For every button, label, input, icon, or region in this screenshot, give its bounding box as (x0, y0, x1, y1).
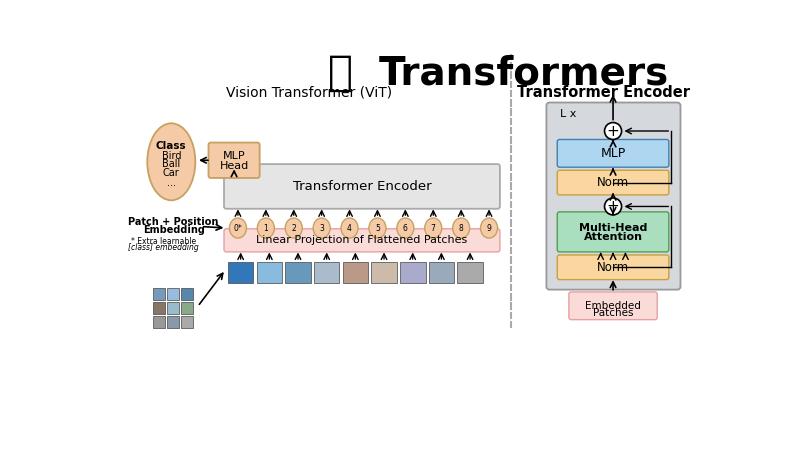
Bar (286, 262, 310, 284)
Text: Car: Car (163, 167, 180, 178)
Circle shape (605, 198, 622, 215)
Text: Embedding: Embedding (142, 225, 205, 235)
Text: [class] embedding: [class] embedding (128, 243, 199, 252)
Ellipse shape (425, 218, 442, 238)
Text: Embedded: Embedded (585, 301, 641, 311)
Text: 0*: 0* (234, 224, 242, 233)
Text: Transformers: Transformers (379, 54, 670, 92)
Ellipse shape (258, 218, 274, 238)
Text: L x: L x (559, 109, 576, 119)
Text: ...: ... (167, 178, 176, 188)
Ellipse shape (286, 218, 302, 238)
Bar (257, 262, 282, 284)
Circle shape (605, 122, 622, 140)
Bar (429, 262, 454, 284)
Text: Vision Transformer (ViT): Vision Transformer (ViT) (226, 86, 392, 99)
Bar (166, 302, 179, 314)
Ellipse shape (397, 218, 414, 238)
Text: Class: Class (156, 141, 186, 151)
Ellipse shape (230, 218, 246, 238)
Text: 2: 2 (291, 224, 296, 233)
Bar (314, 262, 339, 284)
Text: Attention: Attention (583, 232, 642, 242)
Ellipse shape (369, 218, 386, 238)
Text: Norm: Norm (597, 261, 629, 274)
Text: Linear Projection of Flattened Patches: Linear Projection of Flattened Patches (256, 235, 467, 245)
FancyBboxPatch shape (558, 140, 669, 167)
Text: Multi-Head: Multi-Head (579, 223, 647, 233)
FancyBboxPatch shape (209, 143, 260, 178)
Text: 1: 1 (263, 224, 268, 233)
FancyBboxPatch shape (558, 212, 669, 252)
Text: 9: 9 (486, 224, 491, 233)
Bar (153, 316, 165, 328)
Text: MLP: MLP (601, 147, 626, 160)
Ellipse shape (481, 218, 498, 238)
FancyBboxPatch shape (569, 292, 658, 320)
Bar (342, 262, 368, 284)
FancyBboxPatch shape (546, 103, 681, 290)
Text: 6: 6 (403, 224, 408, 233)
Text: Bird: Bird (162, 151, 181, 161)
Text: MLP: MLP (222, 151, 246, 162)
Text: Patches: Patches (593, 309, 634, 319)
Bar (181, 302, 193, 314)
FancyBboxPatch shape (224, 229, 500, 252)
Text: 3: 3 (319, 224, 324, 233)
Text: 🤗: 🤗 (328, 52, 353, 94)
FancyBboxPatch shape (558, 255, 669, 279)
Text: 8: 8 (458, 224, 463, 233)
Bar (181, 288, 193, 301)
Ellipse shape (341, 218, 358, 238)
Text: Head: Head (219, 161, 249, 171)
Text: Patch + Position: Patch + Position (129, 217, 219, 227)
Text: 4: 4 (347, 224, 352, 233)
Text: Transformer Encoder: Transformer Encoder (293, 180, 431, 193)
Text: +: + (606, 123, 619, 139)
FancyBboxPatch shape (558, 170, 669, 195)
Text: Norm: Norm (597, 176, 629, 189)
FancyBboxPatch shape (224, 164, 500, 209)
Ellipse shape (147, 123, 195, 200)
Ellipse shape (453, 218, 470, 238)
Bar (371, 262, 397, 284)
Bar (400, 262, 426, 284)
Text: * Extra learnable: * Extra learnable (131, 237, 196, 246)
Bar (228, 262, 254, 284)
Bar (153, 288, 165, 301)
Bar (181, 316, 193, 328)
Text: 7: 7 (431, 224, 436, 233)
Bar (166, 316, 179, 328)
Bar (166, 288, 179, 301)
Text: 5: 5 (375, 224, 380, 233)
Text: Ball: Ball (162, 159, 181, 169)
Text: Transformer Encoder: Transformer Encoder (518, 85, 690, 100)
Ellipse shape (313, 218, 330, 238)
Bar (458, 262, 483, 284)
Text: +: + (606, 199, 619, 214)
Bar (153, 302, 165, 314)
